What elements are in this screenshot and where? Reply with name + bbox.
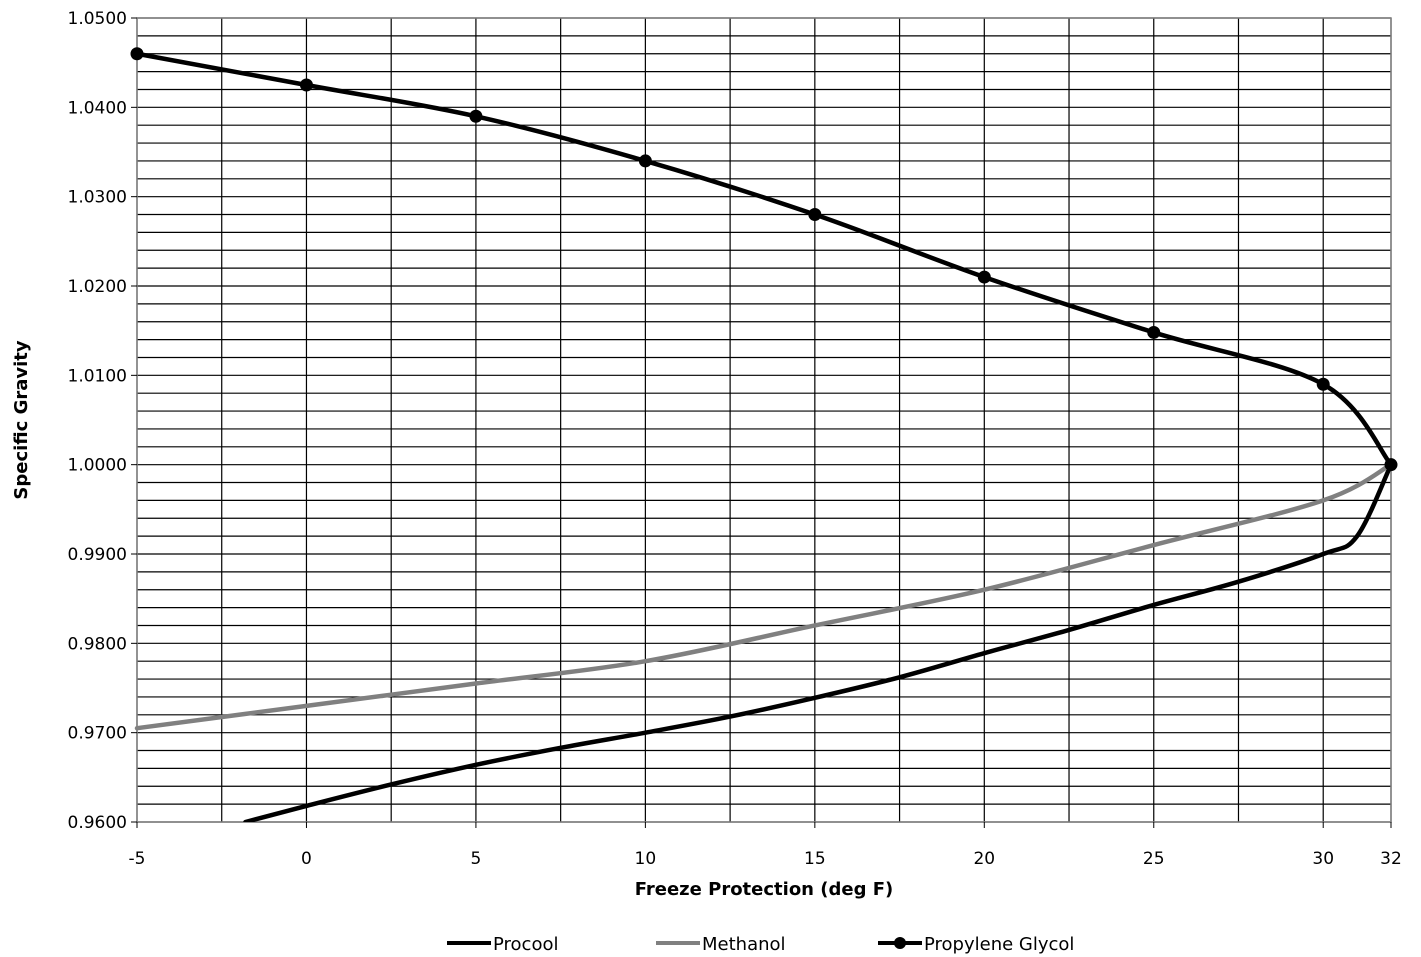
x-tick-label: 15	[804, 849, 826, 869]
x-tick-label: 0	[301, 849, 312, 869]
y-axis-ticks: 0.9600 0.9700 0.9800 0.9900 1.0000 1.0100 1.02…	[68, 9, 137, 833]
data-point-propylene-glycol	[977, 270, 991, 284]
grid	[136, 17, 1392, 823]
x-tick-label: 30	[1312, 849, 1334, 869]
legend-marker-propylene-glycol	[894, 937, 906, 949]
series-layer	[130, 47, 1398, 822]
legend: Procool Methanol Propylene Glycol	[447, 934, 1074, 955]
x-axis-title: Freeze Protection (deg F)	[635, 879, 894, 900]
y-tick-label: 1.0400	[68, 98, 127, 118]
y-tick-label: 1.0200	[68, 277, 127, 297]
legend-label-propylene-glycol: Propylene Glycol	[924, 934, 1074, 955]
legend-label-methanol: Methanol	[702, 934, 786, 955]
data-point-propylene-glycol	[299, 78, 313, 92]
series-line-propylene-glycol	[134, 51, 1394, 467]
x-tick-label: 5	[471, 849, 482, 869]
data-point-propylene-glycol	[1147, 325, 1161, 339]
series-methanol	[134, 462, 1394, 731]
y-tick-label: 0.9700	[68, 724, 127, 744]
y-tick-label: 1.0000	[68, 456, 127, 476]
y-tick-label: 0.9800	[68, 634, 127, 654]
x-tick-label: -5	[129, 849, 146, 869]
x-tick-label: 20	[973, 849, 995, 869]
x-tick-label: 32	[1380, 849, 1402, 869]
y-tick-label: 1.0300	[68, 188, 127, 208]
x-axis-ticks: -5 0 5 10 15 20 25 30 32	[129, 822, 1402, 869]
data-point-propylene-glycol	[808, 208, 822, 222]
y-axis-title: Specific Gravity	[11, 340, 32, 499]
data-point-propylene-glycol	[1316, 377, 1330, 391]
data-point-propylene-glycol	[469, 109, 483, 123]
x-tick-label: 25	[1143, 849, 1165, 869]
series-line-procool	[243, 462, 1394, 822]
series-procool	[243, 462, 1394, 822]
y-tick-label: 1.0500	[68, 9, 127, 29]
y-tick-label: 0.9600	[68, 813, 127, 833]
y-tick-label: 1.0100	[68, 366, 127, 386]
data-point-propylene-glycol	[130, 47, 144, 61]
legend-label-procool: Procool	[493, 934, 558, 955]
y-tick-label: 0.9900	[68, 545, 127, 565]
plot-area-border	[136, 17, 1392, 823]
series-line-methanol	[134, 462, 1394, 731]
data-point-propylene-glycol	[1384, 458, 1398, 472]
series-propylene-glycol	[134, 51, 1394, 467]
data-point-propylene-glycol	[638, 154, 652, 168]
x-tick-label: 10	[635, 849, 657, 869]
